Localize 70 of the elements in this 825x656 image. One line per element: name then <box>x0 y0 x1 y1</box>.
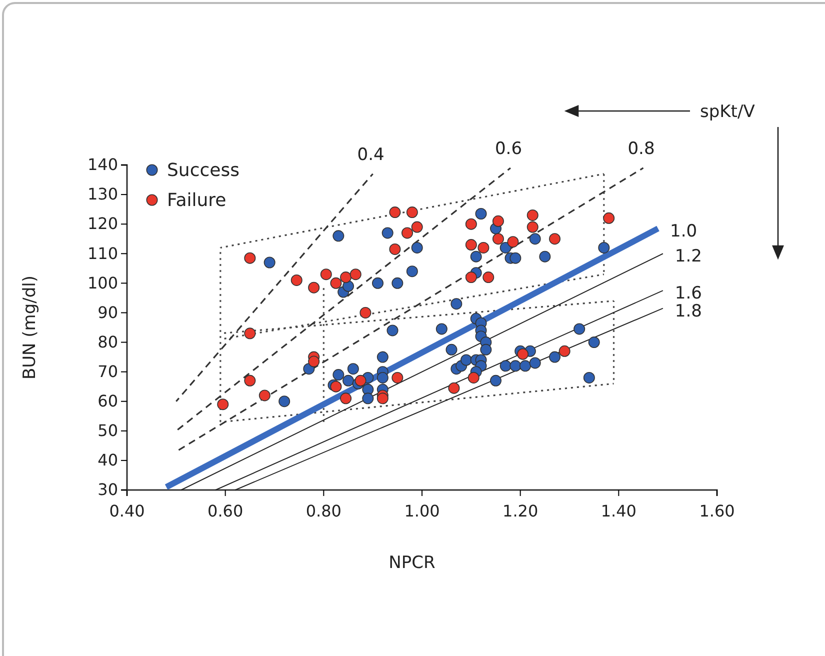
point <box>465 239 477 251</box>
point <box>492 215 504 227</box>
y-axis-title: BUN (mg/dl) <box>20 275 40 380</box>
point <box>308 356 320 368</box>
point <box>603 212 615 224</box>
y-tick-label: 90 <box>98 302 118 322</box>
point <box>558 345 570 357</box>
y-tick-label: 100 <box>87 273 118 292</box>
x-axis-title: NPCR <box>388 553 436 573</box>
series-label: 0.8 <box>628 138 655 159</box>
point <box>478 242 490 254</box>
point <box>507 236 519 248</box>
series-label: 1.8 <box>674 301 702 322</box>
point <box>526 209 538 221</box>
point <box>411 221 423 233</box>
series-label: 1.6 <box>674 284 702 304</box>
legend-label: Failure <box>167 190 226 211</box>
point <box>392 372 404 384</box>
x-tick-label: 1.60 <box>699 502 735 521</box>
point <box>350 268 362 280</box>
point <box>465 218 477 230</box>
series-label: 0.4 <box>357 144 384 165</box>
y-tick-label: 130 <box>87 184 118 204</box>
point <box>244 252 256 264</box>
legend-label: Success <box>167 160 240 181</box>
point <box>468 372 480 384</box>
y-tick-label: 30 <box>98 480 118 500</box>
point <box>448 382 460 394</box>
point <box>340 392 352 404</box>
x-tick-label: 0.60 <box>208 502 244 521</box>
point <box>330 277 342 289</box>
point <box>389 243 401 255</box>
point <box>402 227 413 239</box>
point <box>360 306 372 318</box>
point <box>320 268 332 280</box>
x-tick-label: 1.00 <box>404 502 440 521</box>
point <box>217 398 229 410</box>
point <box>244 328 256 340</box>
point <box>492 233 504 245</box>
y-tick-label: 40 <box>98 450 118 470</box>
point <box>330 380 342 392</box>
point <box>526 221 538 233</box>
point <box>308 282 320 294</box>
point <box>549 233 560 245</box>
point <box>465 272 477 284</box>
point <box>244 374 256 386</box>
y-tick-label: 120 <box>87 214 118 234</box>
point <box>482 272 494 284</box>
point <box>406 206 418 218</box>
point <box>340 272 352 284</box>
x-tick-label: 1.20 <box>502 502 538 521</box>
y-tick-label: 140 <box>87 155 118 174</box>
point <box>376 392 388 404</box>
series-label: 0.6 <box>494 138 522 159</box>
point <box>290 274 302 286</box>
y-tick-label: 80 <box>98 332 118 352</box>
x-tick-label: 0.80 <box>306 502 342 521</box>
point <box>389 206 401 218</box>
y-tick-label: 50 <box>98 421 118 440</box>
point <box>517 348 529 360</box>
point <box>354 374 366 386</box>
series-label: 1.2 <box>674 246 702 267</box>
y-tick-label: 60 <box>98 391 118 410</box>
text: spKt/V <box>700 102 756 122</box>
y-tick-label: 70 <box>98 362 118 381</box>
y-tick-label: 110 <box>87 244 118 263</box>
x-tick-label: 1.40 <box>600 502 636 521</box>
x-tick-label: 0.40 <box>109 502 145 521</box>
series-label: 1.0 <box>670 222 698 242</box>
point <box>258 390 270 402</box>
